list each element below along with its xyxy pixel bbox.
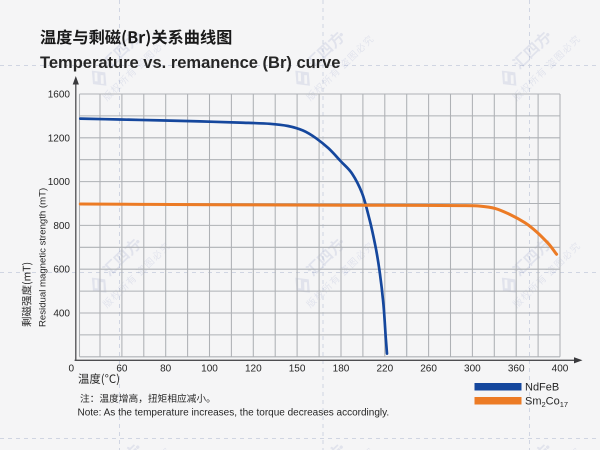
svg-text:400: 400 — [53, 309, 70, 320]
svg-text:Temperature vs. remanence (Br): Temperature vs. remanence (Br) curve — [40, 54, 341, 72]
svg-text:360: 360 — [508, 363, 525, 374]
svg-text:1000: 1000 — [48, 177, 71, 188]
svg-text:80: 80 — [160, 363, 172, 374]
svg-text:100: 100 — [201, 363, 218, 374]
svg-text:60: 60 — [116, 363, 128, 374]
svg-text:Sm2Co17: Sm2Co17 — [525, 396, 568, 410]
svg-text:300: 300 — [464, 363, 481, 374]
svg-text:Note: As the temperature incre: Note: As the temperature increases, the … — [78, 407, 390, 418]
svg-text:400: 400 — [552, 363, 569, 374]
svg-text:600: 600 — [53, 265, 70, 276]
svg-text:120: 120 — [245, 363, 262, 374]
svg-text:0: 0 — [69, 363, 75, 374]
svg-text:1200: 1200 — [48, 133, 71, 144]
svg-text:180: 180 — [333, 363, 350, 374]
svg-text:Residual magnetic strength (mT: Residual magnetic strength (mT) — [38, 188, 49, 327]
svg-text:150: 150 — [289, 363, 306, 374]
svg-text:260: 260 — [420, 363, 437, 374]
svg-text:800: 800 — [53, 221, 70, 232]
svg-text:220: 220 — [376, 363, 393, 374]
svg-text:1600: 1600 — [48, 90, 71, 101]
svg-text:NdFeB: NdFeB — [525, 382, 559, 394]
